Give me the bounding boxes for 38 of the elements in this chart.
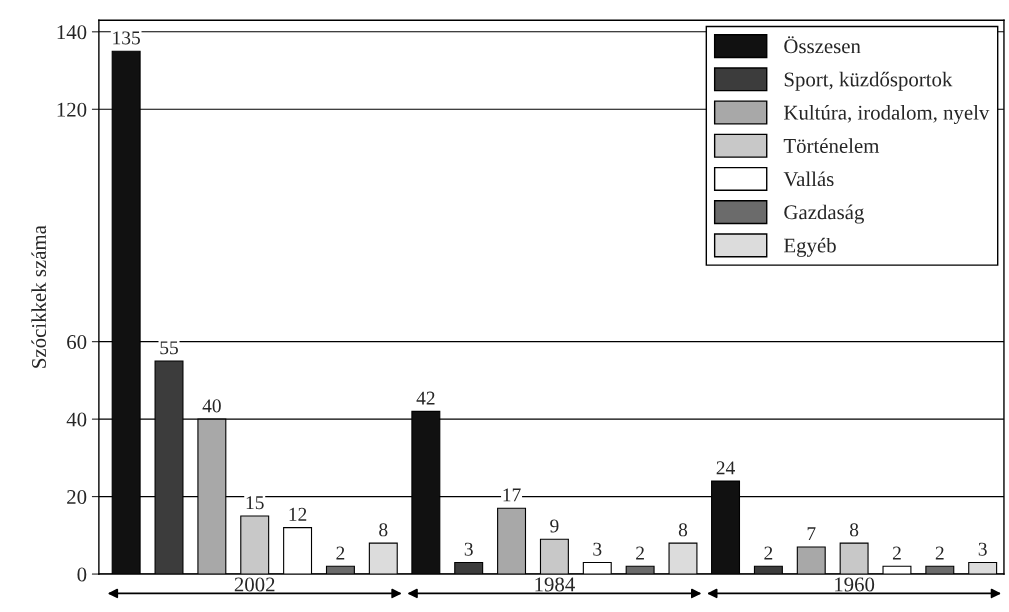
data-label: 55 (160, 341, 178, 355)
data-label: 2 (336, 546, 345, 560)
y-axis-title: Szócikkek száma (31, 225, 47, 368)
data-label: 24 (716, 461, 735, 475)
data-label: 40 (202, 399, 221, 413)
x-tick-label: 1984 (535, 577, 575, 592)
data-label: 8 (849, 523, 859, 537)
legend-label: Kultúra, irodalom, nyelv (784, 105, 990, 124)
y-tick-label: 140 (57, 25, 87, 40)
legend-label: Vallás (783, 171, 834, 187)
data-label: 3 (978, 542, 987, 556)
y-tick-label: 20 (67, 489, 87, 505)
y-tick-label: 120 (57, 102, 87, 117)
y-tick-label: 40 (66, 412, 87, 427)
data-label: 12 (289, 507, 307, 521)
data-label: 3 (464, 542, 473, 556)
data-label: 15 (246, 496, 264, 510)
legend-label: Összesen (784, 36, 861, 54)
data-label: 8 (678, 523, 688, 537)
data-label: 17 (503, 488, 521, 502)
data-label: 8 (379, 523, 388, 537)
legend-label: Sport, küzdősportok (784, 71, 953, 91)
legend-label: Történelem (783, 138, 880, 153)
y-tick-label: 0 (77, 567, 87, 582)
y-tick-label: 60 (67, 335, 87, 350)
data-label: 3 (593, 542, 602, 556)
legend-label: Gazdaság (784, 204, 864, 224)
data-label: 135 (113, 31, 140, 45)
data-label: 2 (764, 546, 773, 560)
data-label: 9 (550, 519, 559, 533)
x-tick-label: 1960 (835, 577, 875, 592)
data-label: 2 (892, 546, 901, 560)
x-tick-label: 2002 (234, 577, 275, 592)
data-label: 2 (935, 546, 944, 560)
data-label: 42 (416, 391, 435, 405)
legend-label: Egyéb (784, 237, 836, 257)
data-label: 7 (807, 527, 816, 541)
data-label: 2 (636, 546, 644, 560)
